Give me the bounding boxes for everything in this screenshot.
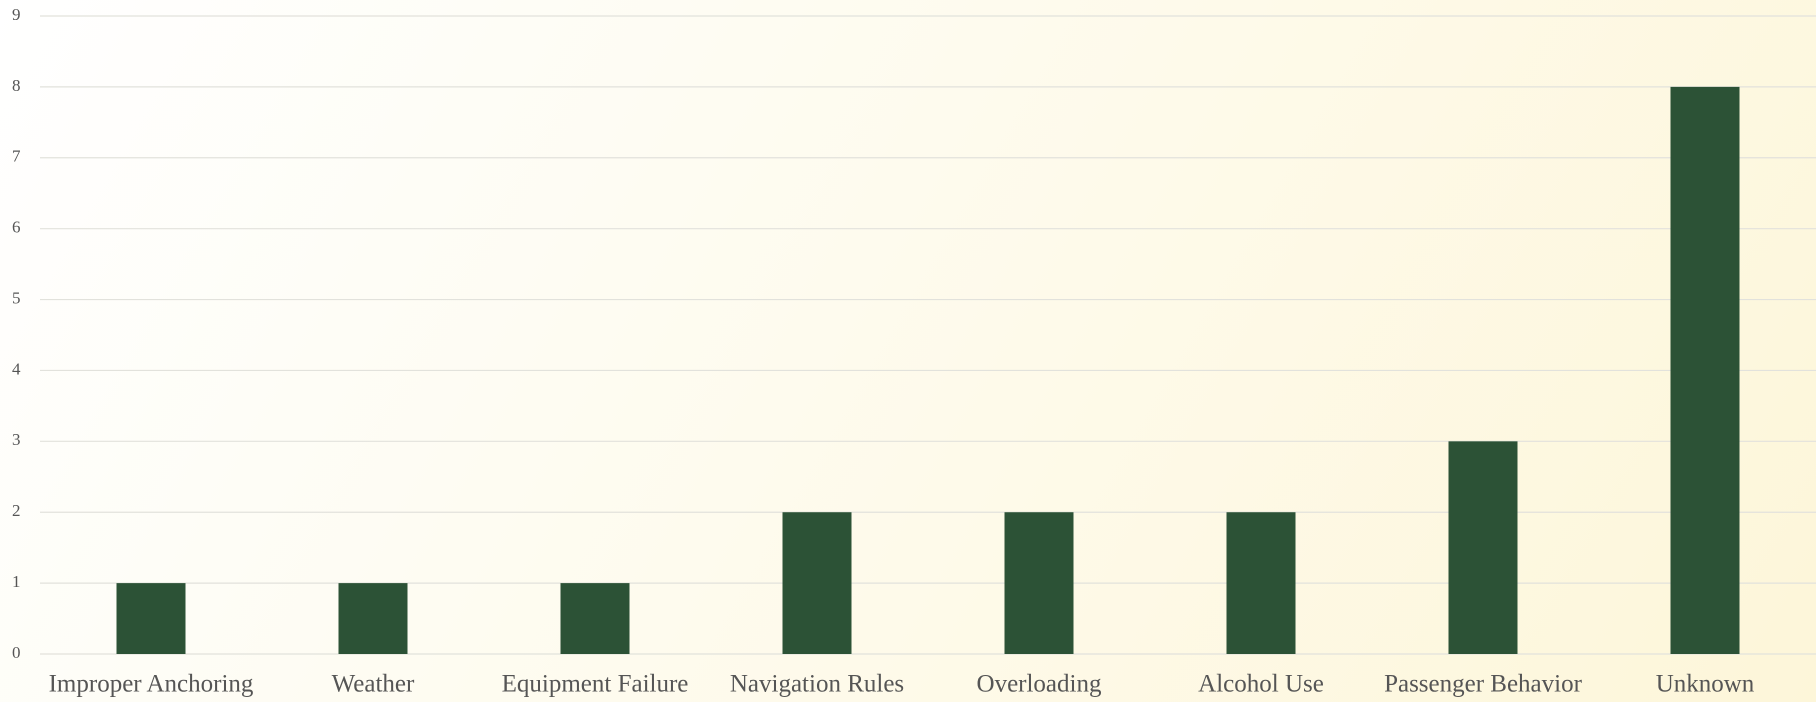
y-tick-label: 1: [12, 572, 21, 591]
y-tick-label: 6: [12, 218, 21, 237]
y-tick-label: 4: [12, 359, 21, 378]
y-tick-label: 8: [12, 76, 21, 95]
x-tick-label: Navigation Rules: [730, 671, 904, 698]
bar: [116, 583, 186, 654]
bar: [1226, 512, 1296, 654]
bar: [782, 512, 852, 654]
bar: [1004, 512, 1074, 654]
y-tick-label: 9: [12, 5, 21, 24]
bar: [338, 583, 408, 654]
x-tick-label: Overloading: [977, 671, 1102, 698]
bar: [1670, 86, 1740, 654]
y-tick-label: 0: [12, 643, 21, 662]
x-tick-label: Equipment Failure: [502, 671, 689, 698]
y-tick-label: 7: [12, 147, 21, 166]
x-tick-label: Alcohol Use: [1198, 671, 1324, 698]
x-tick-label: Unknown: [1656, 671, 1755, 698]
x-tick-label: Improper Anchoring: [49, 671, 254, 698]
x-tick-label: Weather: [332, 671, 415, 698]
bar: [1448, 441, 1518, 654]
y-tick-label: 2: [12, 501, 21, 520]
y-tick-label: 5: [12, 288, 21, 307]
y-tick-label: 3: [12, 430, 21, 449]
x-tick-label: Passenger Behavior: [1384, 671, 1583, 698]
bar: [560, 583, 630, 654]
